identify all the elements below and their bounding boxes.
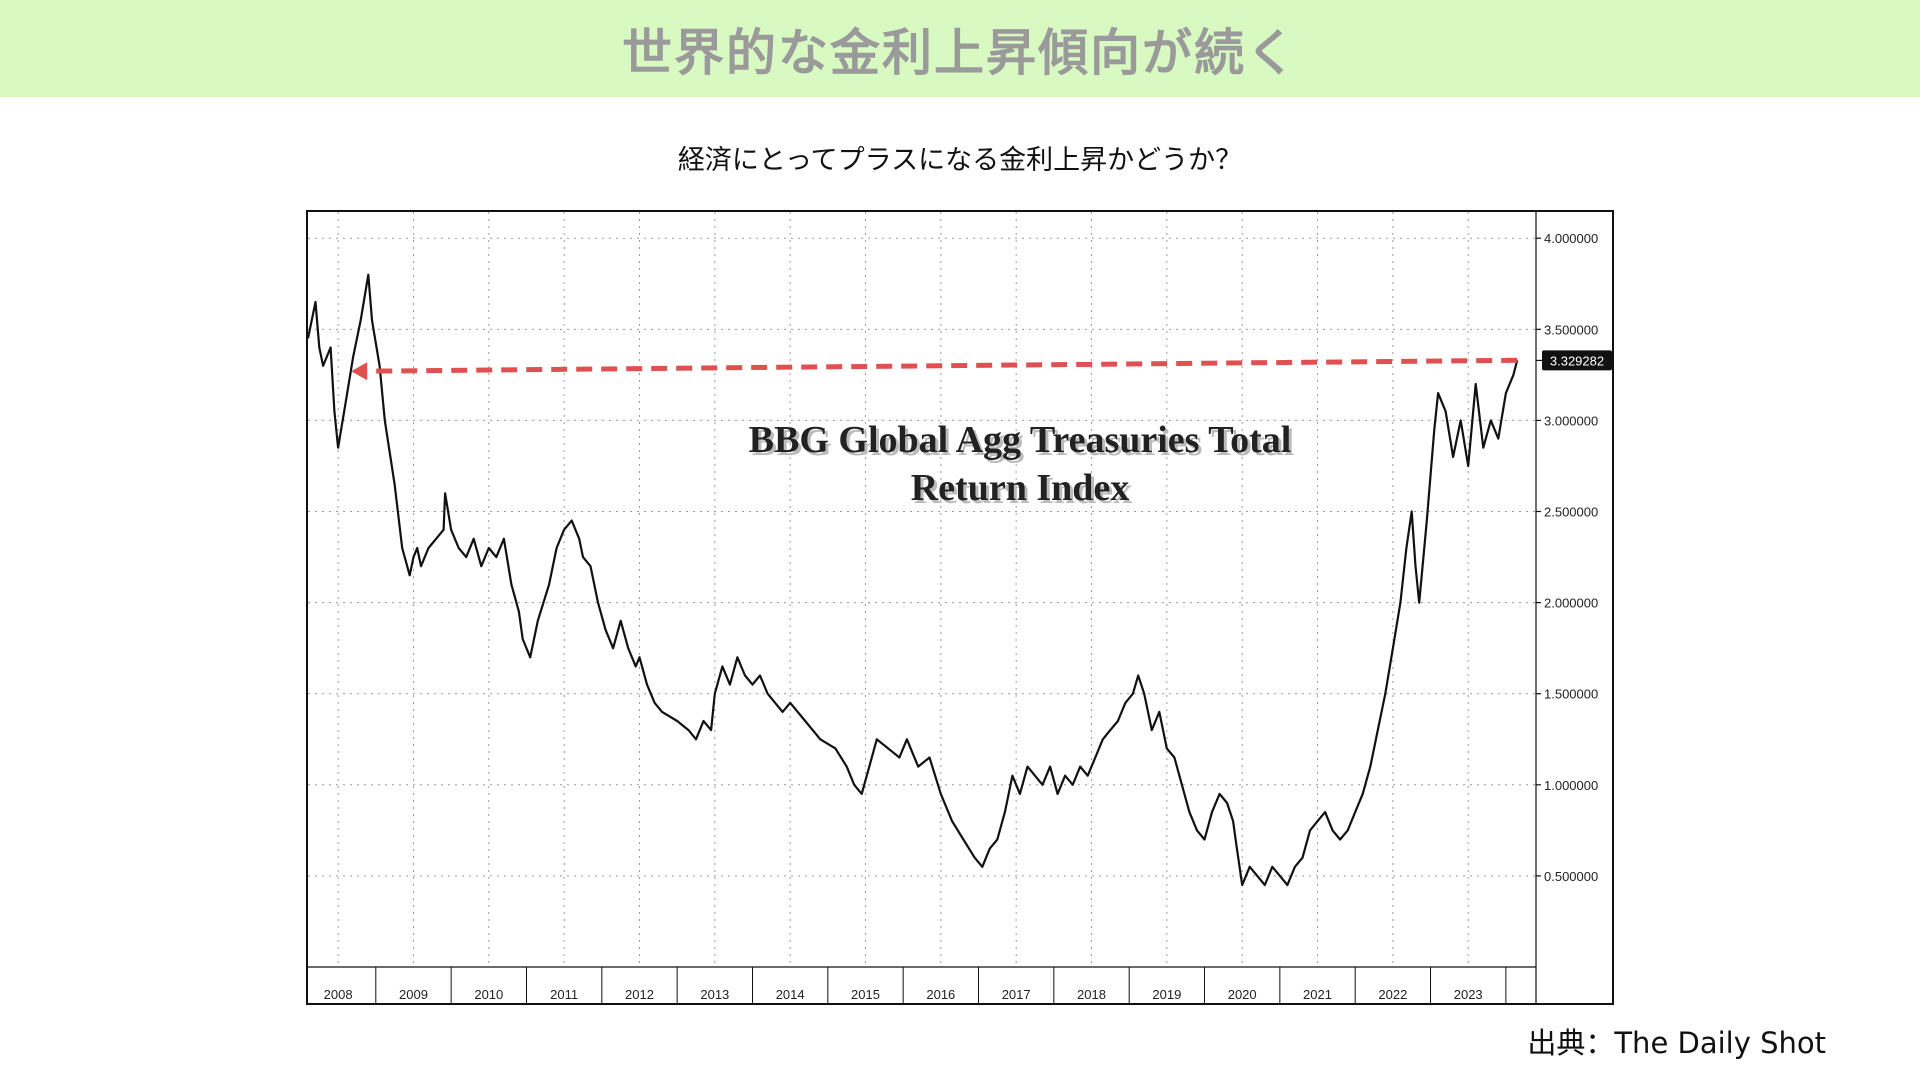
x-tick-label: 2023 — [1454, 987, 1483, 1002]
x-tick-label: 2010 — [474, 987, 503, 1002]
x-tick-label: 2017 — [1002, 987, 1031, 1002]
annotation-arrowhead — [351, 362, 368, 381]
chart-title-line: Return Index — [911, 467, 1130, 509]
y-tick-label: 2.500000 — [1544, 505, 1598, 520]
x-tick-label: 2012 — [625, 987, 654, 1002]
source-credit: 出典：The Daily Shot — [1527, 1026, 1826, 1060]
x-tick-label: 2018 — [1077, 987, 1106, 1002]
y-tick-label: 2.000000 — [1544, 596, 1598, 611]
x-tick-label: 2016 — [926, 987, 955, 1002]
x-tick-label: 2014 — [776, 987, 805, 1002]
x-tick-label: 2009 — [399, 987, 428, 1002]
series-line — [308, 273, 1519, 887]
chart-title-line: BBG Global Agg Treasuries Total — [749, 419, 1292, 461]
chart-subtitle: 経済にとってプラスになる金利上昇かどうか？ — [677, 145, 1243, 176]
x-tick-label: 2022 — [1378, 987, 1407, 1002]
chart-frame: 0.500000 1.000000 1.500000 2.000000 2.500000… — [306, 210, 1614, 1005]
y-tick-label: 1.000000 — [1544, 778, 1598, 793]
last-value-label: 3.329282 — [1550, 353, 1604, 368]
x-tick-label: 2015 — [851, 987, 880, 1002]
annotation-dashed-line — [363, 357, 1518, 374]
x-tick-label: 2011 — [550, 987, 578, 1002]
return-index-chart: 0.500000 1.000000 1.500000 2.000000 2.500000… — [308, 212, 1612, 1003]
y-tick-label: 4.000000 — [1544, 231, 1598, 246]
x-tick-label: 2020 — [1228, 987, 1257, 1002]
x-tick-label: 2008 — [324, 987, 353, 1002]
y-tick-label: 1.500000 — [1544, 687, 1598, 702]
page-title: 世界的な金利上昇傾向が続く — [622, 23, 1298, 82]
x-tick-label: 2019 — [1152, 987, 1181, 1002]
x-tick-label: 2021 — [1303, 987, 1332, 1002]
title-banner: 世界的な金利上昇傾向が続く — [0, 0, 1920, 97]
last-value-badge — [1542, 350, 1612, 371]
y-tick-label: 0.500000 — [1544, 869, 1598, 884]
chart-title-shadow: Return Index — [914, 470, 1133, 512]
y-tick-label: 3.500000 — [1544, 322, 1598, 337]
y-tick-label: 3.000000 — [1544, 413, 1598, 428]
x-tick-label: 2013 — [700, 987, 729, 1002]
chart-title-shadow: BBG Global Agg Treasuries Total — [752, 422, 1295, 464]
